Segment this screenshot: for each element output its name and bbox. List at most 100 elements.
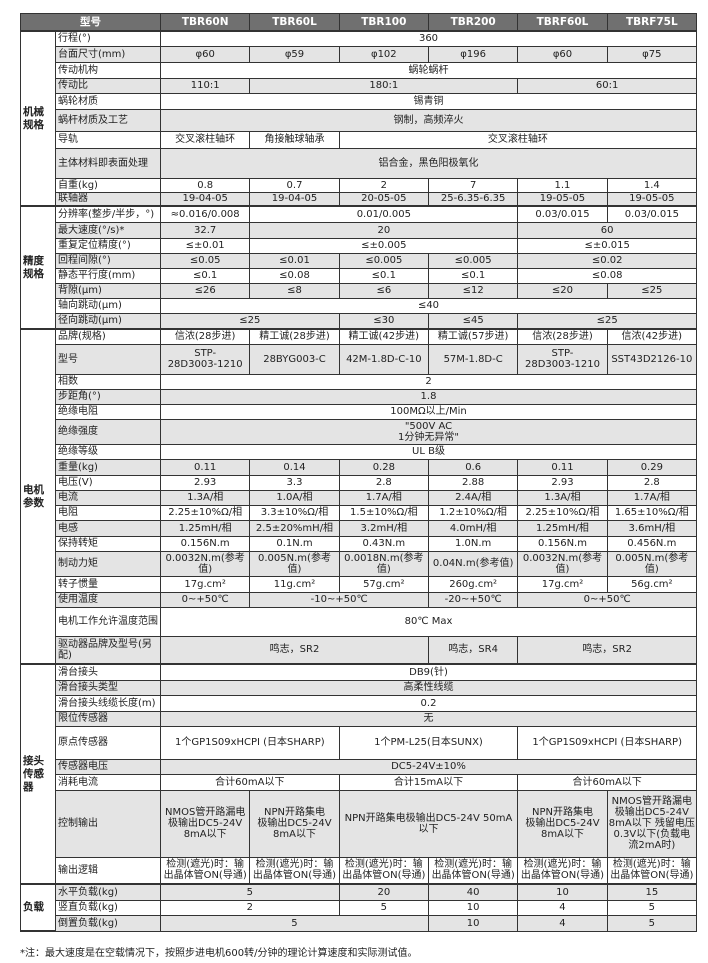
header-model-label: 型号 <box>20 13 161 32</box>
section-label: 负载 <box>20 883 56 932</box>
value-cell: 0.0032N.m(参考 值) <box>159 550 251 577</box>
table-row: 蜗轮材质 锡青铜 <box>21 92 697 110</box>
value-cell: 1.65±10%Ω/相 <box>606 504 698 521</box>
table-row: 蜗杆材质及工艺 钢制，高频淬火 <box>21 108 697 132</box>
value-cell: 20-05-05 <box>338 191 429 207</box>
value-cell: 1.3A/相 <box>517 489 608 506</box>
value-cell: 0.0032N.m(参考 值) <box>517 550 608 577</box>
table-row: 传动机构 蜗轮蜗杆 <box>21 61 697 79</box>
value-cell: ≤0.1 <box>427 267 519 284</box>
table-row: 驱动器品牌及型号(另配) 鸣志，SR2 鸣志，SR4 鸣志，SR2 <box>21 635 697 665</box>
value-cell: 4 <box>517 899 608 916</box>
section-label: 接头 传感 器 <box>20 663 56 885</box>
value-cell: 1.0A/相 <box>249 489 340 506</box>
table-row: 最大速度(°/s)* 32.7 20 60 <box>21 221 697 239</box>
value-cell: 检测(遮光)时：输出晶体管ON(导通) <box>249 856 340 885</box>
value-cell: 检测(遮光)时：输出晶体管ON(导通) <box>606 856 698 885</box>
value-cell: ≤20 <box>517 282 608 299</box>
value-cell: 19-05-05 <box>606 191 698 207</box>
value-cell: φ102 <box>338 45 429 63</box>
value-cell: 检测(遮光)时：输出晶体管ON(导通) <box>338 856 429 885</box>
value-cell: 高柔性线缆 <box>160 679 697 696</box>
value-cell: 3.6mH/相 <box>606 519 698 537</box>
value-cell: 2.5±20%mH/相 <box>249 519 340 537</box>
value-cell: ≤0.005 <box>427 252 519 269</box>
value-cell: 10 <box>427 914 519 932</box>
value-cell: 0.11 <box>159 458 251 476</box>
value-cell: ≤45 <box>427 312 519 330</box>
value-cell: 合计60mA以下 <box>160 773 340 791</box>
value-cell: 57g.cm² <box>338 575 429 593</box>
row-label: 滑台接头线缆长度(m) <box>55 694 161 712</box>
value-cell: 0.005N.m(参考值) <box>249 550 340 577</box>
value-cell: 信浓(28步进) <box>517 328 608 345</box>
table-row: 电流 1.3A/相 1.0A/相 1.7A/相 2.4A/相 1.3A/相 1.7A/相 <box>21 489 698 506</box>
value-cell: 260g.cm² <box>427 575 519 593</box>
value-cell: 56g.cm² <box>606 575 698 593</box>
table-row: 滑台接头类型 高柔性线缆 <box>21 679 697 696</box>
value-cell: 2 <box>160 899 340 916</box>
value-cell: φ60 <box>159 45 251 63</box>
value-cell: 0.005N.m(参考值) <box>606 550 698 577</box>
table-row: 传动比 110:1 180:1 60:1 <box>21 77 697 94</box>
value-cell: 蜗轮蜗杆 <box>160 61 697 79</box>
value-cell: 检测(遮光)时：输出晶体管ON(导通) <box>427 856 519 885</box>
row-label: 电压(V) <box>55 474 161 491</box>
value-cell: 1.3A/相 <box>159 489 251 506</box>
row-label: 回程间隙(°) <box>55 252 161 269</box>
section-label: 机械 规格 <box>20 30 56 207</box>
table-row: 联轴器 19-04-05 19-04-05 20-05-05 25-6.35-6.35 1… <box>21 191 698 207</box>
row-label: 品牌(规格) <box>55 328 161 345</box>
value-cell: NMOS管开路漏电极输出DC5-24V 8mA以下 <box>159 789 251 858</box>
table-row: 主体材料即表面处理 铝合金，黑色阳极氧化 <box>21 147 697 179</box>
row-label: 相数 <box>55 373 161 390</box>
table-row: 重量(kg) 0.11 0.14 0.28 0.6 0.11 0.29 <box>21 458 698 476</box>
table-row: 精度 规格 分辨率(整步/半步，°) ≈0.016/0.008 0.01/0.005 0… <box>20 205 698 330</box>
value-cell: 0.156N.m <box>517 535 608 552</box>
value-cell: φ196 <box>427 45 519 63</box>
value-cell: ≤25 <box>606 282 698 299</box>
value-cell: φ60 <box>517 45 608 63</box>
value-cell: 0.8 <box>159 177 251 193</box>
value-cell: 0.456N.m <box>606 535 698 552</box>
value-cell: 1个GP1S09xHCPI (日本SHARP) <box>160 725 340 760</box>
value-cell: 0.14 <box>249 458 340 476</box>
value-cell: 2.25±10%Ω/相 <box>159 504 251 521</box>
value-cell: 5 <box>606 899 698 916</box>
value-cell: 19-04-05 <box>249 191 340 207</box>
footnote: *注：最大速度是在空载情况下，按照步进电机600转/分钟的理论计算速度和实际测试… <box>20 948 418 959</box>
value-cell: 精工诚(57步进) <box>427 328 519 345</box>
value-cell: 0.11 <box>517 458 608 476</box>
table-row: 电机 参数 品牌(规格) 信浓(28步进) 精工诚(28步进) 精工诚(42步进) 精工诚… <box>20 328 698 665</box>
table-row: 竖直负载(kg) 2 5 10 4 5 <box>21 899 698 916</box>
value-cell: 19-04-05 <box>159 191 251 207</box>
value-cell: ≤0.01 <box>249 252 340 269</box>
row-label: 水平负载(kg) <box>55 883 161 901</box>
value-cell: 铝合金，黑色阳极氧化 <box>160 147 697 179</box>
table-row: 绝缘电阻 100MΩ以上/Min <box>21 403 697 420</box>
row-label: 滑台接头类型 <box>55 679 161 696</box>
value-cell: NPN开路集电 极输出DC5-24V 8mA以下 <box>517 789 608 858</box>
value-cell: 2.93 <box>159 474 251 491</box>
table-row: 回程间隙(°) ≤0.05 ≤0.01 ≤0.005 ≤0.005 ≤0.02 <box>21 252 697 269</box>
value-cell: "500V AC 1分钟无异常" <box>160 418 697 445</box>
value-cell: 2.25±10%Ω/相 <box>517 504 608 521</box>
value-cell: ≤0.08 <box>249 267 340 284</box>
value-cell: 检测(遮光)时：输出晶体管ON(导通) <box>517 856 608 885</box>
value-cell: 1.2±10%Ω/相 <box>427 504 519 521</box>
value-cell: 4 <box>517 914 608 932</box>
table-row: 电感 1.25mH/相 2.5±20%mH/相 3.2mH/相 4.0mH/相 1.25m… <box>21 519 698 537</box>
row-label: 型号 <box>55 343 161 375</box>
value-cell: 100MΩ以上/Min <box>160 403 697 420</box>
value-cell: 检测(遮光)时：输出晶体管ON(导通) <box>159 856 251 885</box>
table-row: 台面尺寸(mm) φ60 φ59 φ102 φ196 φ60 φ75 <box>21 45 698 63</box>
table-row: 制动力矩 0.0032N.m(参考 值) 0.005N.m(参考值) 0.0018N.… <box>21 550 698 577</box>
table-row: 负载 水平负载(kg) 5 20 40 10 15 <box>20 883 698 932</box>
value-cell: 0.156N.m <box>159 535 251 552</box>
table-row: 倒置负载(kg) 5 10 4 5 <box>21 914 698 932</box>
table-row: 保持转矩 0.156N.m 0.1N.m 0.43N.m 1.0N.m 0.156N.m 0… <box>21 535 698 552</box>
value-cell: 2 <box>160 373 697 390</box>
row-label: 限位传感器 <box>55 710 161 727</box>
value-cell: ≤0.05 <box>159 252 251 269</box>
value-cell: 360 <box>160 30 697 47</box>
